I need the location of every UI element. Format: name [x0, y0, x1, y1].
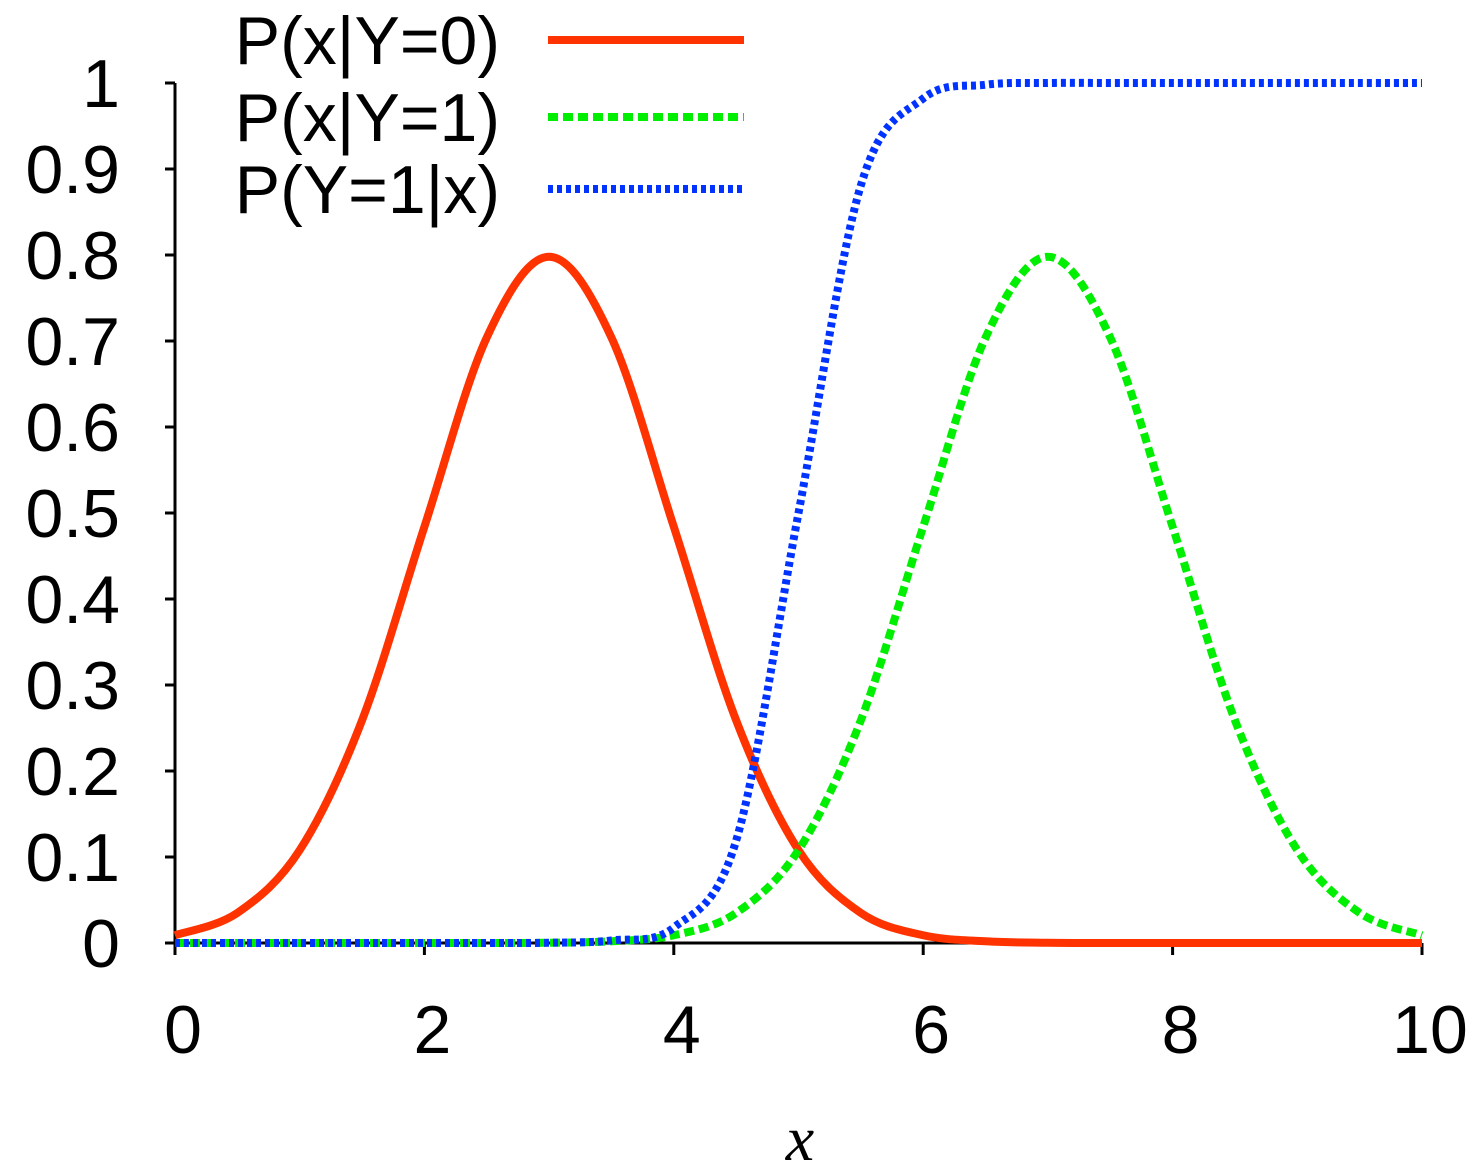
y-tick-label: 0.2 [25, 734, 120, 810]
y-tick-label: 0.6 [25, 390, 120, 466]
series-line-2 [174, 252, 1424, 948]
legend: P(x|Y=0)P(x|Y=1)P(Y=1|x) [235, 3, 744, 228]
y-tick-label: 0.9 [25, 132, 120, 208]
x-tick-label: 10 [1392, 992, 1468, 1068]
series-line-3 [174, 78, 1422, 948]
y-tick-label: 0.5 [25, 476, 120, 552]
legend-label: P(Y=1|x) [235, 152, 500, 228]
series-line-1 [173, 252, 1422, 948]
legend-label: P(x|Y=0) [235, 3, 500, 79]
y-tick-label: 0.7 [25, 304, 120, 380]
x-axis-title: x [785, 1103, 814, 1170]
y-tick-label: 0.1 [25, 820, 120, 896]
axes: 00.10.20.30.40.50.60.70.80.910 2 4 6 8 10 [25, 46, 1467, 1068]
x-tick-label: 2 [413, 992, 451, 1068]
y-tick-label: 0.4 [25, 562, 120, 638]
x-tick-label: 4 [663, 992, 701, 1068]
x-tick-label: 8 [1162, 992, 1200, 1068]
x-tick-label: 0 [164, 992, 202, 1068]
y-tick-label: 1 [82, 46, 120, 122]
legend-label: P(x|Y=1) [235, 80, 500, 156]
x-tick-label: 6 [912, 992, 950, 1068]
series-layer [173, 78, 1424, 948]
y-tick-label: 0.3 [25, 648, 120, 724]
y-tick-label: 0.8 [25, 218, 120, 294]
y-tick-label: 0 [82, 906, 120, 982]
